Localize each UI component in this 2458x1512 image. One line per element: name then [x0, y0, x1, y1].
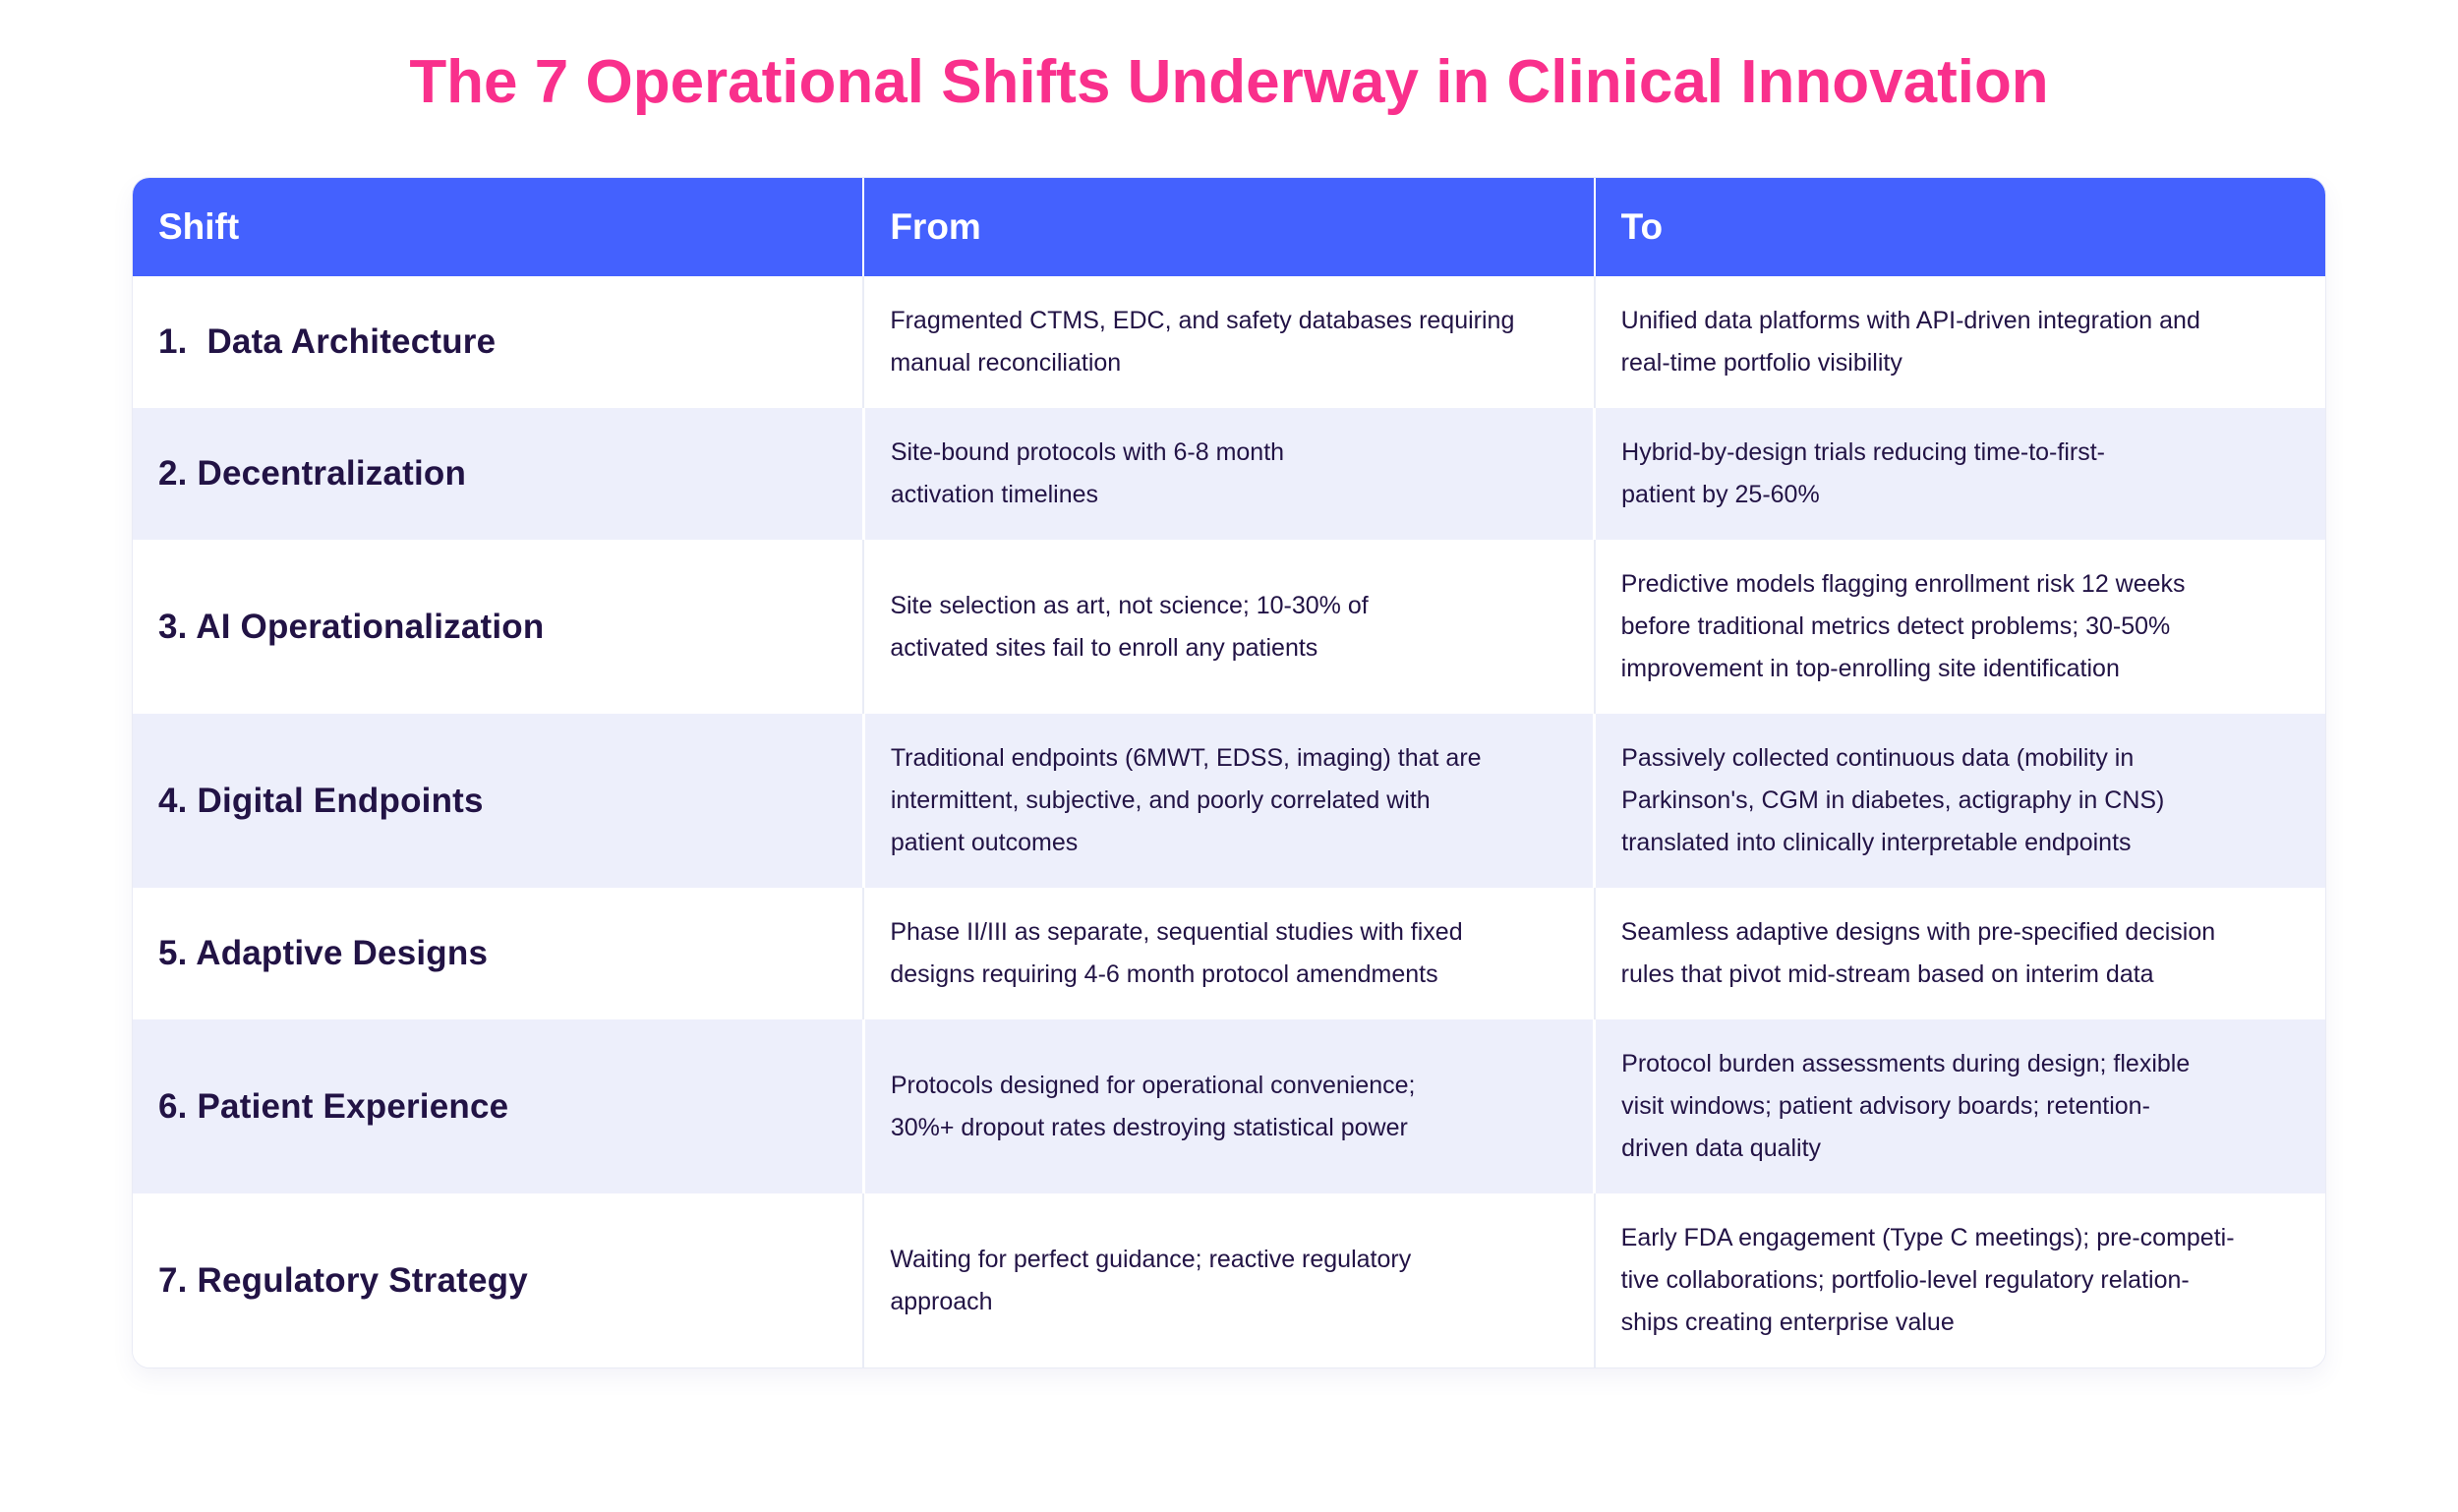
column-header-to: To: [1593, 178, 2325, 276]
shift-cell: 1. Data Architecture: [133, 276, 864, 408]
to-cell: Hybrid-by-design trials reducing time-to…: [1593, 408, 2325, 540]
from-cell: Site selection as art, not science; 10-3…: [862, 540, 1595, 714]
to-cell: Early FDA engagement (Type C meetings); …: [1593, 1193, 2325, 1367]
shifts-table: Shift From To 1. Data Architecture Fragme…: [133, 178, 2325, 1367]
from-cell: Traditional endpoints (6MWT, EDSS, imagi…: [861, 714, 1595, 888]
to-cell: Passively collected continuous data (mob…: [1593, 714, 2325, 888]
table-body: 1. Data Architecture Fragmented CTMS, EDC…: [133, 276, 2325, 1367]
from-cell: Phase II/III as separate, sequential stu…: [862, 888, 1595, 1019]
column-header-from: From: [862, 178, 1595, 276]
table-row: 4. Digital Endpoints Traditional endpoint…: [133, 714, 2325, 888]
to-cell: Seamless adaptive designs with pre-speci…: [1593, 888, 2325, 1019]
table-row: 6. Patient Experience Protocols designed …: [133, 1019, 2325, 1193]
shift-cell: 3. AI Operationalization: [133, 540, 864, 714]
shift-cell: 7. Regulatory Strategy: [133, 1193, 864, 1367]
table-row: 1. Data Architecture Fragmented CTMS, EDC…: [133, 276, 2325, 408]
table-row: 3. AI Operationalization Site selection a…: [133, 540, 2325, 714]
shift-cell: 2. Decentralization: [133, 408, 864, 540]
table-header: Shift From To: [133, 178, 2325, 276]
table-row: 5. Adaptive Designs Phase II/III as separ…: [133, 888, 2325, 1019]
shift-cell: 6. Patient Experience: [133, 1019, 864, 1193]
page-title: The 7 Operational Shifts Underway in Cli…: [409, 48, 2049, 116]
from-cell: Protocols designed for operational conve…: [861, 1019, 1595, 1193]
to-cell: Unified data platforms with API-driven i…: [1593, 276, 2325, 408]
from-cell: Site-bound protocols with 6-8 month acti…: [861, 408, 1595, 540]
from-cell: Waiting for perfect guidance; reactive r…: [862, 1193, 1595, 1367]
to-cell: Predictive models flagging enrollment ri…: [1593, 540, 2325, 714]
header-row: Shift From To: [133, 178, 2325, 276]
column-header-shift: Shift: [133, 178, 864, 276]
shift-cell: 4. Digital Endpoints: [133, 714, 864, 888]
to-cell: Protocol burden assessments during desig…: [1593, 1019, 2325, 1193]
from-cell: Fragmented CTMS, EDC, and safety databas…: [862, 276, 1595, 408]
shift-cell: 5. Adaptive Designs: [133, 888, 864, 1019]
table-row: 7. Regulatory Strategy Waiting for perfec…: [133, 1193, 2325, 1367]
shifts-table-container: Shift From To 1. Data Architecture Fragme…: [132, 177, 2326, 1368]
table-row: 2. Decentralization Site-bound protocols …: [133, 408, 2325, 540]
